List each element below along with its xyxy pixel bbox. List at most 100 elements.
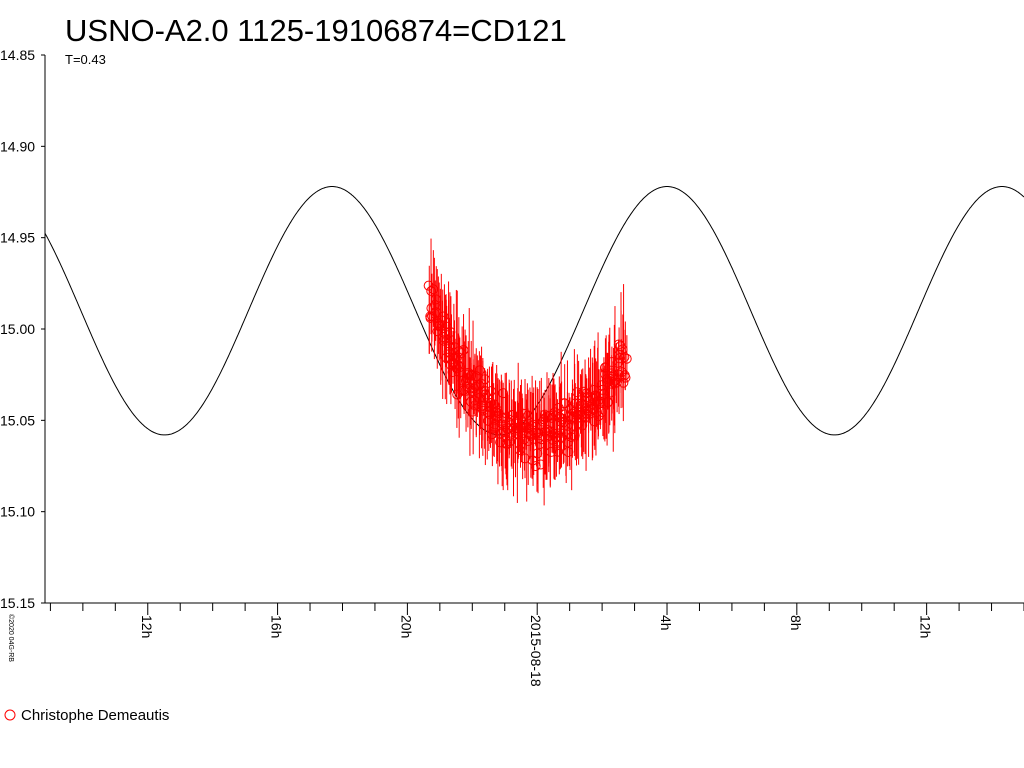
- data-point: [520, 408, 531, 419]
- y-tick-label: 14.85: [0, 47, 35, 63]
- data-point: [438, 311, 449, 322]
- data-point: [477, 403, 488, 414]
- data-point: [546, 412, 557, 423]
- y-tick-label: 14.95: [0, 230, 35, 246]
- data-point: [562, 420, 573, 431]
- data-point: [608, 377, 619, 388]
- data-point: [556, 432, 567, 443]
- data-point: [426, 286, 437, 297]
- data-point: [428, 284, 439, 295]
- data-point: [489, 399, 500, 410]
- data-point: [479, 374, 490, 385]
- data-point: [569, 430, 580, 441]
- data-point: [523, 436, 534, 447]
- data-point: [596, 406, 607, 417]
- data-point: [613, 339, 624, 350]
- data-point: [474, 365, 485, 376]
- data-point: [563, 446, 574, 457]
- legend-label: Christophe Demeautis: [21, 707, 169, 724]
- data-point: [438, 332, 449, 343]
- data-point: [567, 413, 578, 424]
- data-point: [592, 396, 603, 407]
- data-point: [535, 459, 546, 470]
- data-point: [554, 412, 565, 423]
- legend: Christophe Demeautis: [4, 707, 169, 724]
- data-point: [598, 389, 609, 400]
- data-point: [585, 405, 596, 416]
- chart-title: USNO-A2.0 1125-19106874=CD121: [65, 13, 567, 48]
- x-tick-label: 20h: [398, 615, 414, 638]
- data-point: [534, 439, 545, 450]
- y-tick-label: 15.05: [0, 412, 35, 428]
- data-point: [478, 405, 489, 416]
- model-curve: [44, 186, 1024, 436]
- x-tick-label: 16h: [269, 615, 285, 638]
- data-point: [611, 377, 622, 388]
- data-point: [596, 380, 607, 391]
- data-point: [488, 421, 499, 432]
- y-tick-label: 15.15: [0, 595, 35, 611]
- data-point: [455, 362, 466, 373]
- data-point: [458, 345, 469, 356]
- data-point: [474, 392, 485, 403]
- y-tick-label: 15.10: [0, 504, 35, 520]
- data-point: [615, 341, 626, 352]
- data-point: [513, 429, 524, 440]
- data-point: [544, 410, 555, 421]
- data-point: [614, 353, 625, 364]
- data-point: [570, 398, 581, 409]
- data-point: [523, 410, 534, 421]
- copyright-text: ©2020 04G-RB: [7, 614, 15, 662]
- data-point: [603, 397, 614, 408]
- data-point: [498, 425, 509, 436]
- data-point: [538, 414, 549, 425]
- data-point: [605, 387, 616, 398]
- data-point: [621, 353, 632, 364]
- data-point: [514, 444, 525, 455]
- data-point: [610, 375, 621, 386]
- data-point: [441, 321, 452, 332]
- x-tick-label: 2015-08-18: [528, 615, 544, 687]
- data-point: [546, 446, 557, 457]
- data-point: [504, 436, 515, 447]
- data-point: [443, 340, 454, 351]
- data-point: [483, 415, 494, 426]
- data-points: [423, 238, 632, 506]
- data-point: [482, 392, 493, 403]
- data-point: [442, 335, 453, 346]
- data-point: [612, 357, 623, 368]
- data-point: [484, 401, 495, 412]
- data-point: [572, 387, 583, 398]
- data-point: [619, 352, 630, 363]
- data-point: [562, 437, 573, 448]
- data-point: [532, 448, 543, 459]
- data-point: [616, 367, 627, 378]
- data-point: [578, 386, 589, 397]
- data-point: [519, 453, 530, 464]
- data-point: [453, 360, 464, 371]
- data-point: [502, 438, 513, 449]
- data-point: [543, 431, 554, 442]
- data-point: [471, 371, 482, 382]
- data-point: [600, 362, 611, 373]
- data-point: [469, 400, 480, 411]
- model-curve-group: [44, 186, 1024, 436]
- data-point: [553, 446, 564, 457]
- data-point: [467, 406, 478, 417]
- data-point: [530, 461, 541, 472]
- data-point: [498, 388, 509, 399]
- y-tick-label: 14.90: [0, 138, 35, 154]
- x-tick-label: 8h: [788, 615, 804, 631]
- data-point: [555, 428, 566, 439]
- data-point: [456, 348, 467, 359]
- x-tick-label: 12h: [139, 615, 155, 638]
- x-tick-label: 12h: [918, 615, 934, 638]
- data-point: [466, 369, 477, 380]
- data-point: [511, 428, 522, 439]
- y-axis-ticks: 14.85 14.90 14.95 15.00 15.05 15.10 15.15: [0, 47, 45, 611]
- data-point: [465, 382, 476, 393]
- data-point: [559, 398, 570, 409]
- data-point: [431, 294, 442, 305]
- data-point: [431, 307, 442, 318]
